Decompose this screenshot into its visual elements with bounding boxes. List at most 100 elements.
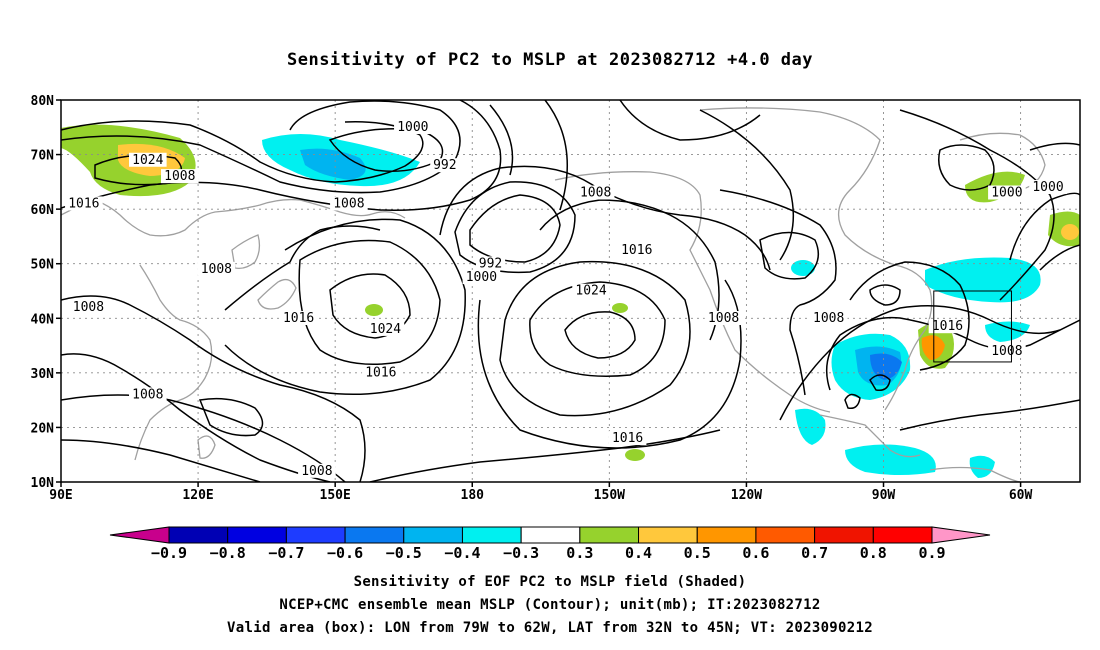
contour-label: 1016 [621,243,652,258]
coastline [61,198,406,237]
colorbar-swatch [755,526,816,544]
coastline [819,414,921,458]
contour-label-bg [366,321,405,336]
lat-label: 20N [31,421,55,436]
lat-label: 10N [31,476,55,491]
colorbar-label: −0.5 [386,544,422,562]
colorbar-swatch [520,526,581,544]
contour-label-bg [475,256,506,271]
shade-positive-region [1061,224,1079,240]
coastline [929,466,1021,482]
shade-positive-region [612,303,628,313]
contour-line [719,189,837,396]
colorbar-label: 0.4 [625,544,652,562]
contour-label-bg [1029,180,1067,195]
shade-negative-region [795,408,826,445]
contour-line [469,194,561,263]
contour-line [529,281,666,377]
contour-line [938,144,995,191]
contour-label: 1008 [991,344,1022,359]
lon-label: 60W [1009,488,1033,503]
contour-line [844,393,861,410]
caption-shading: Sensitivity of EOF PC2 to MSLP field (Sh… [353,574,747,590]
colorbar-swatch [579,526,640,544]
contour-label-bg [572,283,610,298]
valid-area-box [933,290,1012,363]
contour-line [369,429,721,482]
contour-line [61,295,366,482]
contour-label-bg [197,261,236,276]
coastline [554,171,831,413]
contour-label-bg [129,152,167,167]
contour-label-bg [462,270,501,285]
contour-line [869,284,901,306]
contour-label: 1000 [1032,180,1063,195]
colorbar-label: 0.5 [684,544,711,562]
contour-line [899,399,1080,431]
contour-line [869,374,891,392]
contour-label: 1016 [68,196,99,211]
contour-line [329,273,411,339]
coastline [197,435,216,459]
colorbar-swatch [285,526,346,544]
contour-label: 1024 [132,153,163,168]
contour-line [1039,244,1080,271]
colorbar-label: −0.8 [210,544,246,562]
contour-label-bg [576,185,615,200]
lat-label: 40N [31,312,55,327]
colorbar-swatch [403,526,463,544]
contour-line [477,279,742,449]
contour-label-bg [928,319,967,334]
contour-label-bg [608,431,647,446]
shade-negative-region [969,455,995,478]
contour-label: 1008 [708,311,739,326]
shade-negative-region [870,353,902,380]
coastline [231,234,261,270]
contour-label-bg [279,311,318,326]
colorbar-label: 0.9 [918,544,945,562]
lon-label: 90E [49,488,72,503]
contour-label: 1024 [575,284,606,299]
coastline [134,264,213,461]
contour-line [61,120,424,183]
shade-negative-region [925,257,1041,303]
colorbar-label: 0.7 [801,544,828,562]
colorbar-swatch [461,526,522,544]
contour-label: 1000 [991,186,1022,201]
lon-label: 150E [320,488,351,503]
lon-label: 150W [594,488,625,503]
contour-line [298,239,441,366]
contour-line [759,231,820,280]
contour-line [61,100,461,194]
mslp-contours [61,100,1080,482]
colorbar-right-arrow [931,526,991,544]
colorbar: −0.9 −0.8 −0.7 −0.6 −0.5 −0.4 −0.3 0.3 0.4 0.5 0.6… [109,526,991,562]
colorbar-label: 0.8 [860,544,887,562]
plot-frame [60,99,1081,483]
contour-label: 1016 [365,366,396,381]
figure-title: Sensitivity of PC2 to MSLP at 2023082712… [286,50,813,70]
shade-negative-region [845,444,936,475]
coastline [257,278,297,310]
colorbar-left-arrow [109,526,170,544]
contour-label: 1008 [164,169,195,184]
contour-line [849,261,970,371]
contour-line [899,109,1055,301]
colorbar-swatch [168,526,229,544]
contour-line [499,260,691,417]
colorbar-label: −0.3 [503,544,539,562]
lat-label: 70N [31,149,55,164]
contour-line [454,181,576,274]
contour-line [198,397,264,437]
lat-label: 30N [31,367,55,382]
caption-contour: NCEP+CMC ensemble mean MSLP (Contour); u… [279,597,821,613]
sensitivity-shading [61,124,1080,478]
contour-label: 1008 [73,300,104,315]
contour-label-bg [809,311,848,326]
colorbar-label: −0.9 [151,544,187,562]
coastlines [61,107,1046,482]
contour-line [224,218,466,396]
colorbar-label: 0.6 [742,544,769,562]
contour-label-bg [65,196,103,211]
